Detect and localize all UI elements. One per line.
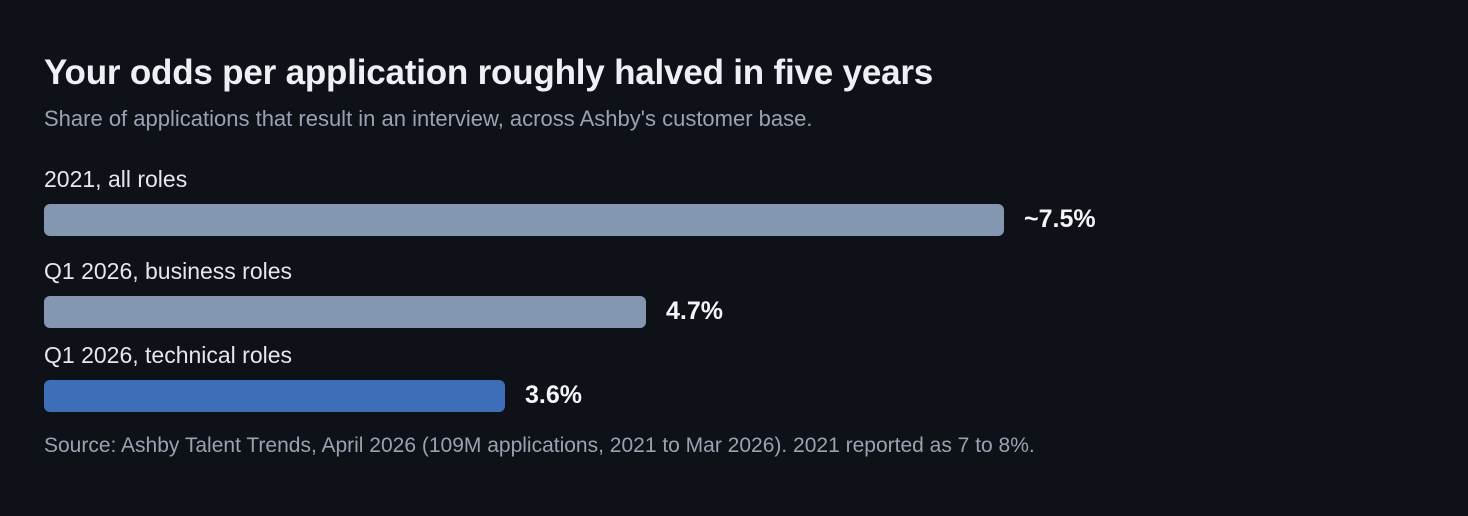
bar-label: Q1 2026, technical roles — [44, 342, 293, 368]
chart-source-note: Source: Ashby Talent Trends, April 2026 … — [44, 434, 1035, 457]
bar — [44, 204, 1004, 236]
bar-label: 2021, all roles — [44, 166, 188, 192]
bar-value-label: ~7.5% — [1024, 205, 1096, 233]
bar-value-label: 3.6% — [525, 381, 582, 409]
bar — [44, 296, 646, 328]
bar-value-label: 4.7% — [666, 297, 723, 325]
chart-subtitle: Share of applications that result in an … — [44, 106, 813, 131]
bar-label: Q1 2026, business roles — [44, 258, 293, 284]
chart-title: Your odds per application roughly halved… — [44, 53, 934, 92]
bar — [44, 380, 505, 412]
